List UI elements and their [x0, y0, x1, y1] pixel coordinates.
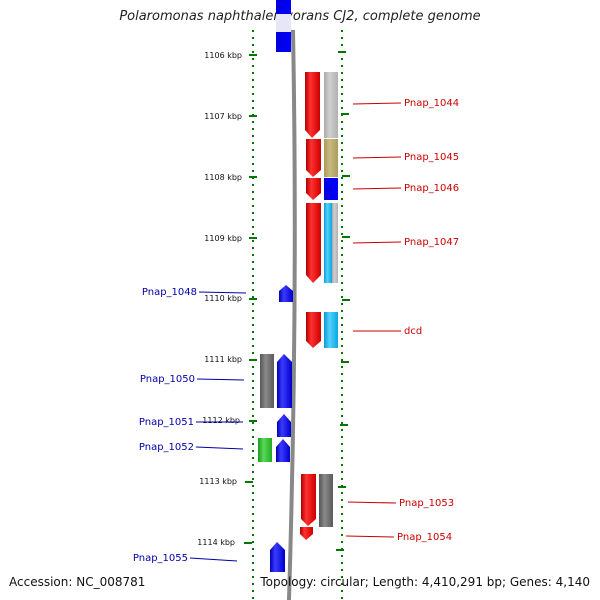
- connector-pnap-1047: [352, 241, 402, 244]
- gene-pnap-1055[interactable]: [270, 542, 285, 572]
- tick-label: 1113 kbp: [199, 477, 237, 486]
- gene-pnap-1054[interactable]: [300, 527, 313, 540]
- gene-pnap-1052[interactable]: [276, 439, 290, 462]
- label-pnap-1047[interactable]: Pnap_1047: [404, 237, 459, 248]
- gene-pnap-1051[interactable]: [277, 414, 291, 437]
- feature-dcd-cyan[interactable]: [324, 312, 338, 348]
- feature-pnap-1047-grey[interactable]: [332, 203, 338, 283]
- label-pnap-1051[interactable]: Pnap_1051: [139, 417, 194, 428]
- gene-pnap-1048[interactable]: [279, 285, 293, 302]
- label-pnap-1045[interactable]: Pnap_1045: [404, 152, 459, 163]
- feature-pnap-1053-grey[interactable]: [319, 474, 333, 527]
- gene-pnap-1050[interactable]: [277, 354, 292, 408]
- label-pnap-1054[interactable]: Pnap_1054: [397, 532, 452, 543]
- feature-pnap-1044-grey[interactable]: [324, 72, 338, 138]
- feature-pnap-1050-grey[interactable]: [260, 354, 274, 408]
- connector-pnap-1046: [352, 187, 402, 190]
- gene-dcd[interactable]: [306, 312, 321, 348]
- label-pnap-1050[interactable]: Pnap_1050: [140, 374, 195, 385]
- accession-text: Accession: NC_008781: [9, 575, 146, 589]
- connector-pnap-1053: [347, 501, 397, 504]
- feature-pnap-1052-green[interactable]: [258, 438, 272, 462]
- gene-pnap-1047[interactable]: [306, 203, 321, 283]
- tick-marks: [244, 51, 350, 551]
- tick-label: 1112 kbp: [202, 416, 240, 425]
- connector-pnap-1048: [198, 291, 247, 294]
- tick-label: 1107 kbp: [204, 112, 242, 121]
- label-pnap-1046[interactable]: Pnap_1046: [404, 183, 459, 194]
- tick-label: 1109 kbp: [204, 234, 242, 243]
- genome-summary-text: Topology: circular; Length: 4,410,291 bp…: [260, 575, 590, 589]
- tick-label: 1114 kbp: [197, 538, 235, 547]
- feature-left-top-tail[interactable]: [276, 32, 291, 52]
- label-dcd[interactable]: dcd: [404, 326, 422, 337]
- label-pnap-1053[interactable]: Pnap_1053: [399, 498, 454, 509]
- map-title: Polaromonas naphthalenivorans CJ2, compl…: [119, 9, 481, 24]
- genome-backbone: [287, 29, 297, 600]
- tick-label: 1111 kbp: [204, 355, 242, 364]
- connector-pnap-1052: [195, 446, 244, 450]
- connector-pnap-1044: [352, 102, 402, 105]
- feature-pnap-1045-khaki[interactable]: [324, 139, 338, 177]
- feature-pnap-1046-blue[interactable]: [324, 178, 338, 200]
- connector-pnap-1055: [189, 557, 238, 562]
- label-pnap-1055[interactable]: Pnap_1055: [133, 553, 188, 564]
- gene-pnap-1053[interactable]: [301, 474, 316, 526]
- tick-label: 1106 kbp: [204, 51, 242, 60]
- feature-pnap-1047-cyan[interactable]: [324, 203, 332, 283]
- gene-pnap-1045[interactable]: [306, 139, 321, 177]
- connector-pnap-1045: [352, 156, 402, 159]
- label-pnap-1048[interactable]: Pnap_1048: [142, 287, 197, 298]
- label-pnap-1052[interactable]: Pnap_1052: [139, 442, 194, 453]
- gene-pnap-1044[interactable]: [305, 72, 320, 138]
- feature-left-top-shade: [276, 14, 291, 32]
- connector-pnap-1050: [196, 378, 245, 381]
- feature-left-top[interactable]: [276, 0, 291, 14]
- label-pnap-1044[interactable]: Pnap_1044: [404, 98, 459, 109]
- tick-label: 1108 kbp: [204, 173, 242, 182]
- tick-label: 1110 kbp: [204, 294, 242, 303]
- gene-pnap-1046[interactable]: [306, 178, 321, 200]
- connector-pnap-1054: [345, 535, 395, 538]
